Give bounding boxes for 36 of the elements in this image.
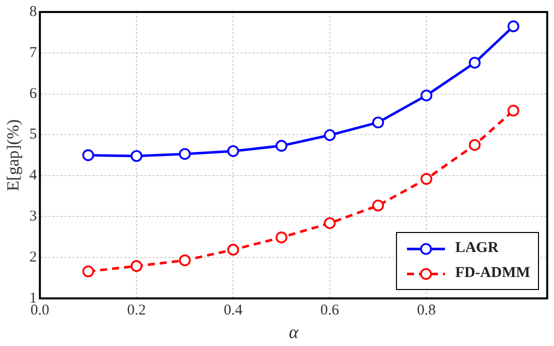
point	[82, 265, 94, 278]
point	[130, 260, 142, 272]
y-tick-label: 6	[29, 86, 38, 102]
point	[468, 139, 481, 151]
point	[507, 104, 520, 117]
point	[420, 90, 432, 102]
point	[227, 244, 240, 256]
legend-label: LAGR	[455, 240, 499, 258]
point	[372, 116, 384, 128]
x-axis-title: α	[288, 322, 299, 342]
point	[276, 140, 288, 152]
point	[178, 254, 191, 266]
x-tick-label: 0.2	[127, 302, 146, 318]
x-tick-label: 0.4	[224, 302, 244, 318]
point	[324, 129, 336, 142]
point	[130, 150, 142, 162]
point	[276, 232, 288, 244]
y-tick-label: 5	[29, 126, 37, 143]
point	[82, 149, 94, 162]
y-tick-label: 4	[29, 168, 38, 184]
x-tick-label: 0.6	[320, 302, 340, 318]
y-tick-label: 2	[29, 249, 37, 266]
x-tick-label: 0.8	[417, 302, 436, 318]
y-tick-label: 3	[29, 208, 37, 225]
y-tick-label: 8	[29, 4, 37, 20]
point	[372, 200, 384, 212]
y-tick-label: 7	[29, 44, 38, 61]
point	[468, 56, 481, 69]
legend-label: FD-ADMM	[455, 265, 530, 282]
point	[227, 145, 240, 158]
point	[324, 217, 336, 230]
point	[420, 173, 432, 185]
x-tick-label: 0.0	[30, 302, 50, 318]
point	[178, 148, 191, 160]
point	[507, 20, 520, 32]
y-axis-title: E[gap](%)	[4, 119, 23, 192]
